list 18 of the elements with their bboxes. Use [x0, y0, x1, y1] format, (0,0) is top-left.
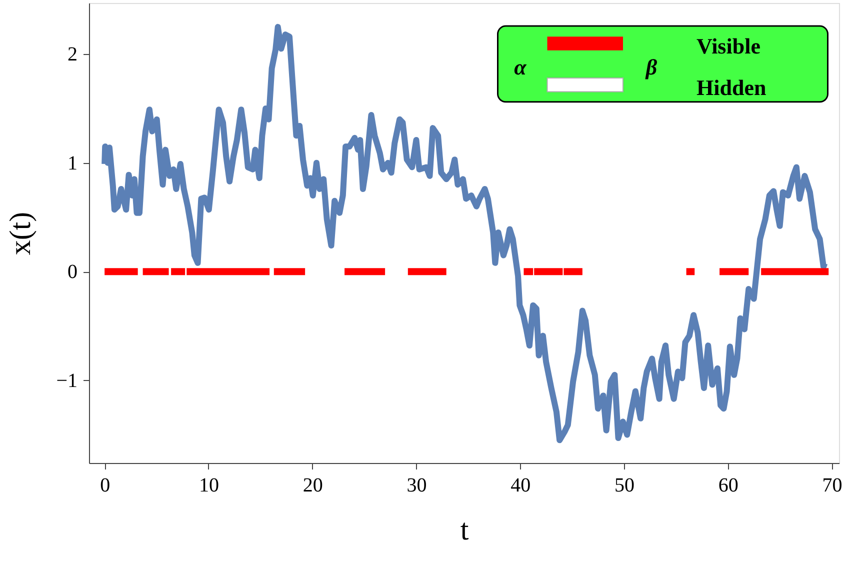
x-tick-label: 60: [718, 474, 738, 496]
annotation: Hidden: [696, 75, 766, 100]
annotation: α: [514, 54, 528, 80]
annotation: Visible: [696, 34, 761, 59]
x-tick-label: 0: [100, 474, 110, 496]
y-tick-label: 1: [68, 152, 78, 174]
x-tick-label: 20: [302, 474, 323, 496]
y-tick-label: 0: [68, 261, 78, 284]
y-tick-label: 2: [68, 44, 78, 66]
x-tick-label: 40: [510, 474, 531, 496]
x-tick-label: 10: [198, 474, 219, 496]
annotation: β: [644, 54, 658, 80]
x-axis-title: t: [460, 514, 470, 546]
y-tick-label: −1: [56, 370, 78, 392]
x-tick-label: 30: [406, 474, 427, 496]
x-tick-label: 50: [614, 474, 634, 496]
y-axis-title: x(t): [4, 212, 38, 256]
x-tick-label: 70: [822, 474, 842, 496]
